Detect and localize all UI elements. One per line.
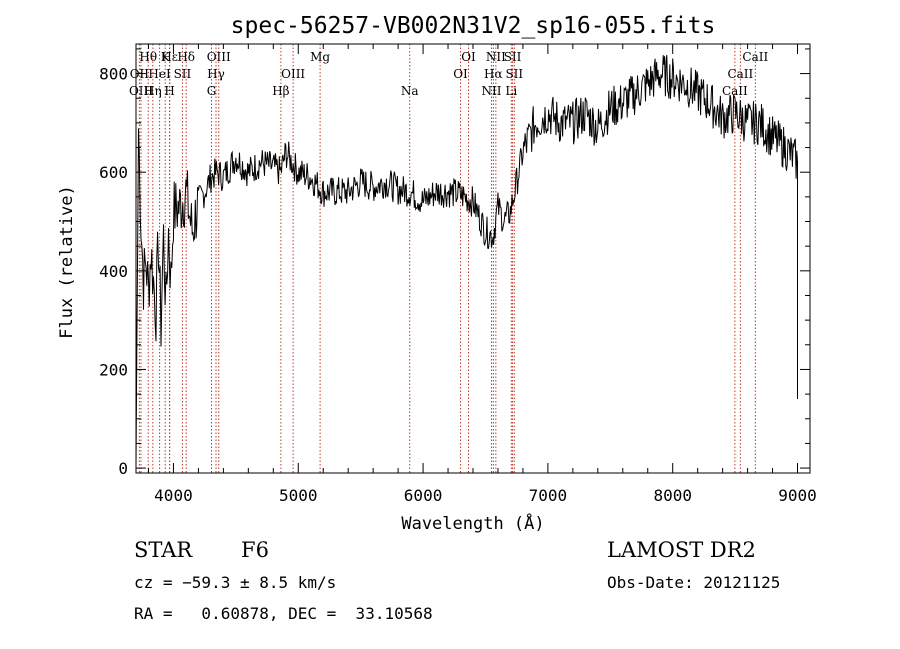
spectral-line-label: Hα — [484, 67, 503, 81]
survey-name: LAMOST DR2 — [607, 538, 756, 562]
y-tick-label: 600 — [99, 163, 128, 182]
spectral-line-label: Hη — [144, 84, 162, 98]
spectral-line-label: NII — [481, 84, 501, 98]
spectral-line-label: CaII — [727, 67, 753, 81]
spectral-line-markers — [138, 44, 756, 473]
y-axis-label: Flux (relative) — [57, 185, 77, 339]
spectral-line-label: Mg — [310, 50, 330, 64]
x-tick-label: 5000 — [279, 486, 318, 505]
x-tick-label: 8000 — [653, 486, 692, 505]
spectral-line-label: K — [161, 50, 171, 64]
x-axis-ticks: 4000 5000 6000 7000 8000 9000 — [147, 44, 817, 505]
spectral-line-label: OIII — [281, 67, 305, 81]
x-tick-label: 7000 — [529, 486, 568, 505]
spectral-line-label: G — [207, 84, 217, 98]
x-tick-label: 4000 — [154, 486, 193, 505]
x-tick-label: 6000 — [404, 486, 443, 505]
redshift-value: cz = −59.3 ± 8.5 km/s — [134, 573, 337, 592]
y-tick-label: 800 — [99, 65, 128, 84]
spectral-line-label: OI — [453, 67, 468, 81]
spectral-line-label: Hε — [161, 50, 178, 64]
spectral-line-label: CaII — [742, 50, 768, 64]
x-axis-label: Wavelength (Å) — [401, 512, 544, 534]
spectral-line-label: Hβ — [272, 84, 289, 98]
spectral-line-label: H — [164, 84, 174, 98]
spectral-line-label: Na — [401, 84, 419, 98]
spectral-line-label: OIII — [207, 50, 231, 64]
x-tick-label: 9000 — [778, 486, 817, 505]
spectral-line-label: SII — [504, 50, 522, 64]
observation-date: Obs-Date: 20121125 — [607, 573, 781, 592]
plot-frame — [135, 43, 811, 474]
y-tick-label: 400 — [99, 262, 128, 281]
spectral-line-label: Hθ — [139, 50, 157, 64]
spectral-line-label: Hγ — [207, 67, 225, 81]
chart-title: spec-56257-VB002N31V2_sp16-055.fits — [231, 13, 716, 39]
spectral-line-label: SII — [174, 67, 192, 81]
object-subclass: F6 — [241, 538, 269, 562]
spectral-line-label: Hδ — [177, 50, 195, 64]
spectral-line-label: CaII — [722, 84, 748, 98]
spectral-line-label: HeI — [148, 67, 171, 81]
y-axis-ticks: 0 200 400 600 800 — [99, 48, 810, 478]
spectral-line-label: NII — [486, 50, 506, 64]
spectral-line-label: OIII — [129, 84, 153, 98]
y-tick-label: 0 — [118, 459, 128, 478]
y-tick-label: 200 — [99, 360, 128, 379]
spectral-line-label: SII — [505, 67, 523, 81]
object-class: STAR — [134, 538, 193, 562]
spectral-line-label: OI — [461, 50, 476, 64]
spectrum-series-line — [135, 55, 798, 466]
sky-coordinates: RA = 0.60878, DEC = 33.10568 — [134, 604, 433, 623]
spectral-line-label: Li — [505, 84, 517, 98]
